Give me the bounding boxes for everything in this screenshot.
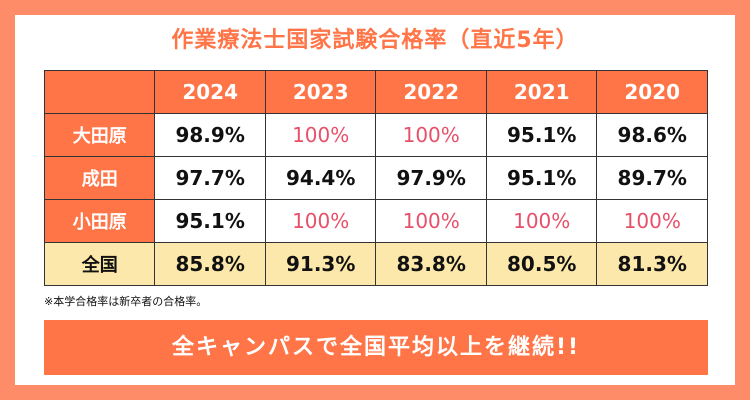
rate-cell: 83.8% bbox=[375, 242, 487, 286]
rate-cell: 100% bbox=[596, 199, 708, 243]
rate-cell: 100% bbox=[375, 199, 487, 243]
footnote: ※本学合格率は新卒者の合格率。 bbox=[44, 295, 208, 308]
rate-cell: 97.7% bbox=[154, 156, 266, 200]
rate-cell: 95.1% bbox=[485, 156, 598, 200]
table-row: 成田 97.7% 94.4% 97.9% 95.1% 89.7% bbox=[43, 156, 708, 200]
rate-cell: 85.8% bbox=[154, 242, 266, 286]
page-title: 作業療法士国家試験合格率（直近5年） bbox=[171, 28, 579, 53]
rate-cell: 100% bbox=[375, 113, 487, 157]
rate-cell: 91.3% bbox=[264, 242, 377, 286]
rate-cell: 81.3% bbox=[596, 242, 708, 286]
rate-cell: 100% bbox=[485, 199, 598, 243]
table-row: 大田原 98.9% 100% 100% 95.1% 98.6% bbox=[43, 113, 708, 157]
column-header: 2022 bbox=[375, 70, 487, 114]
column-header: 2020 bbox=[596, 70, 708, 114]
rate-cell: 98.6% bbox=[596, 113, 708, 157]
pass-rate-table: 2024 2023 2022 2021 2020 大田原 98.9% 100% 100% 95.… bbox=[43, 70, 708, 286]
rate-cell: 95.1% bbox=[154, 199, 266, 243]
row-header: 大田原 bbox=[43, 113, 156, 157]
rate-cell: 94.4% bbox=[264, 156, 377, 200]
rate-cell: 98.9% bbox=[154, 113, 266, 157]
table-row: 全国 85.8% 91.3% 83.8% 80.5% 81.3% bbox=[43, 242, 708, 286]
column-header: 2021 bbox=[485, 70, 598, 114]
rate-cell: 95.1% bbox=[485, 113, 598, 157]
banner: 全キャンパスで全国平均以上を継続!! bbox=[44, 320, 708, 375]
rate-cell: 100% bbox=[264, 199, 377, 243]
row-header: 成田 bbox=[43, 156, 156, 200]
column-header: 2024 bbox=[154, 70, 266, 114]
rate-cell: 100% bbox=[264, 113, 377, 157]
rate-cell: 89.7% bbox=[596, 156, 708, 200]
column-header bbox=[43, 70, 156, 114]
rate-cell: 80.5% bbox=[485, 242, 598, 286]
column-header: 2023 bbox=[264, 70, 377, 114]
table-row: 小田原 95.1% 100% 100% 100% 100% bbox=[43, 199, 708, 243]
row-header: 全国 bbox=[43, 242, 156, 286]
row-header: 小田原 bbox=[43, 199, 156, 243]
rate-cell: 97.9% bbox=[375, 156, 487, 200]
